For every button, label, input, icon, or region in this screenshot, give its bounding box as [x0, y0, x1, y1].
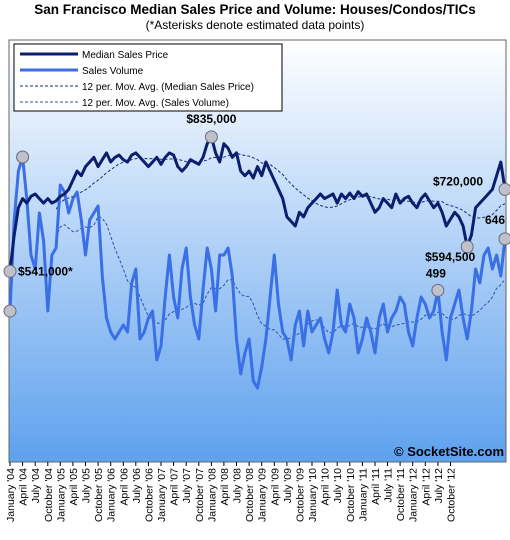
x-tick-label: April '12	[420, 468, 432, 506]
price-moving-average-line	[55, 152, 506, 219]
marker-volume-end	[498, 232, 510, 246]
x-tick-label: January '11	[357, 468, 369, 521]
x-tick-label: October '07	[194, 468, 206, 522]
credit-label: © SocketSite.com	[394, 444, 504, 459]
x-tick-label: July '05	[81, 468, 93, 503]
x-tick-label: January '04	[5, 468, 17, 522]
sales-volume-line	[8, 155, 507, 390]
legend-price: Median Sales Price	[82, 50, 169, 61]
x-tick-label: October '08	[244, 468, 256, 522]
marker-volume-start	[3, 304, 17, 318]
x-tick-label: January '09	[257, 468, 269, 522]
legend-volume-ma: 12 per. Mov. Avg. (Sales Volume)	[82, 98, 229, 109]
x-tick-label: January '07	[156, 468, 168, 522]
marker-price-start	[3, 264, 17, 278]
annotation-price-low: $594,500	[425, 250, 475, 264]
x-tick-label: July '07	[181, 468, 193, 503]
x-tick-label: July '12	[433, 468, 445, 503]
x-tick-label: April '05	[68, 468, 80, 506]
median-price-line	[8, 135, 507, 272]
annotation-price-start: $541,000*	[18, 264, 73, 278]
x-tick-label: April '09	[269, 468, 281, 506]
x-tick-label: January '05	[55, 468, 67, 522]
x-tick-label: July '08	[232, 468, 244, 503]
x-tick-label: April '10	[320, 468, 332, 506]
x-tick-label: July '11	[383, 468, 395, 503]
x-tick-label: April '07	[169, 468, 181, 506]
annotation-price-end: $720,000	[433, 174, 483, 188]
x-tick-label: January '06	[106, 468, 118, 522]
x-tick-label: July '06	[131, 468, 143, 503]
x-tick-label: October '04	[43, 468, 55, 522]
legend-box: Median Sales Price Sales Volume 12 per. …	[13, 43, 283, 112]
annotation-volume-end: 646	[485, 213, 505, 227]
x-tick-label: April '04	[18, 468, 30, 506]
marker-volume-peak	[16, 150, 30, 164]
x-tick-label: October '11	[395, 468, 407, 521]
marker-price-end	[498, 182, 510, 196]
x-tick-label: July '09	[282, 468, 294, 503]
x-tick-label: October '06	[143, 468, 155, 522]
legend-volume: Sales Volume	[82, 66, 144, 77]
x-tick-label: January '08	[206, 468, 218, 522]
x-tick-label: July '04	[30, 468, 42, 503]
chart-title: San Francisco Median Sales Price and Vol…	[34, 2, 476, 17]
x-tick-label: October '12	[446, 468, 458, 522]
x-tick-label: January '12	[408, 468, 420, 522]
x-tick-label: October '10	[345, 468, 357, 522]
chart-subtitle: (*Asterisks denote estimated data points…	[145, 18, 365, 32]
annotation-volume-499: 499	[426, 266, 446, 280]
marker-price-peak	[204, 130, 218, 144]
x-tick-label: April '06	[118, 468, 130, 506]
x-tick-label: October '05	[93, 468, 105, 522]
x-tick-label: October '09	[294, 468, 306, 522]
marker-price-low	[460, 240, 474, 254]
marker-volume-499	[431, 283, 445, 297]
x-tick-label: April '08	[219, 468, 231, 506]
annotation-price-peak: $835,000	[186, 112, 236, 126]
x-tick-label: July '10	[332, 468, 344, 503]
legend-price-ma: 12 per. Mov. Avg. (Median Sales Price)	[82, 82, 254, 93]
x-tick-label: April '11	[370, 468, 382, 505]
x-tick-label: January '10	[307, 468, 319, 522]
